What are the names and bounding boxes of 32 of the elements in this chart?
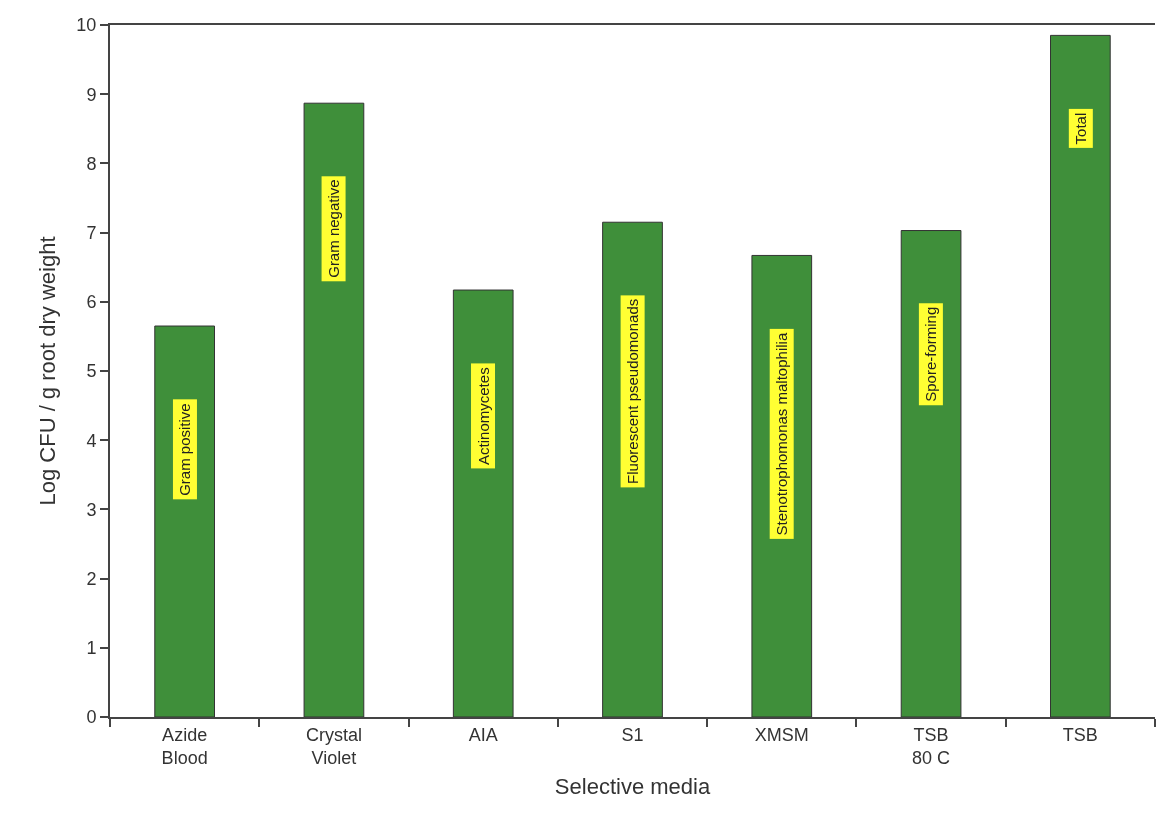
y-tick-label: 5 (86, 361, 97, 382)
annotation: Gram negative (325, 179, 343, 278)
y-tick-label: 9 (86, 84, 97, 105)
annotation: Spore-forming (922, 306, 940, 402)
y-tick-label: 0 (86, 707, 97, 728)
y-axis-title: Log CFU / g root dry weight (35, 236, 60, 506)
y-tick-label: 7 (86, 222, 97, 243)
annotation: Fluorescent pseudomonads (624, 298, 642, 484)
x-tick-label: Crystal Violet (305, 724, 362, 768)
x-tick-label: TSB 80 C (912, 724, 951, 768)
x-tick-label: AIA (468, 724, 498, 745)
bar (452, 289, 514, 717)
y-tick-label: 4 (86, 430, 97, 451)
x-tick-label: S1 (621, 724, 644, 745)
bar (303, 102, 365, 717)
annotation: Stenotrophomonas maltophilia (773, 332, 791, 536)
x-tick-label: TSB (1062, 724, 1098, 745)
x-tick-label: Azide Blood (161, 724, 208, 768)
x-tick-label: XMSM (754, 724, 809, 745)
x-axis-title: Selective media (554, 774, 711, 799)
annotation: Actinomycetes (474, 367, 492, 465)
annotation: Gram positive (176, 403, 194, 496)
annotation: Total (1072, 112, 1090, 145)
bar (1050, 34, 1111, 717)
bar (900, 230, 962, 717)
y-tick-label: 2 (86, 568, 97, 589)
y-tick-label: 1 (86, 638, 97, 659)
y-tick-label: 8 (86, 153, 97, 174)
y-tick-label: 10 (76, 15, 97, 36)
y-tick-label: 3 (86, 499, 97, 520)
y-tick-label: 6 (86, 292, 97, 313)
bar (154, 325, 215, 717)
